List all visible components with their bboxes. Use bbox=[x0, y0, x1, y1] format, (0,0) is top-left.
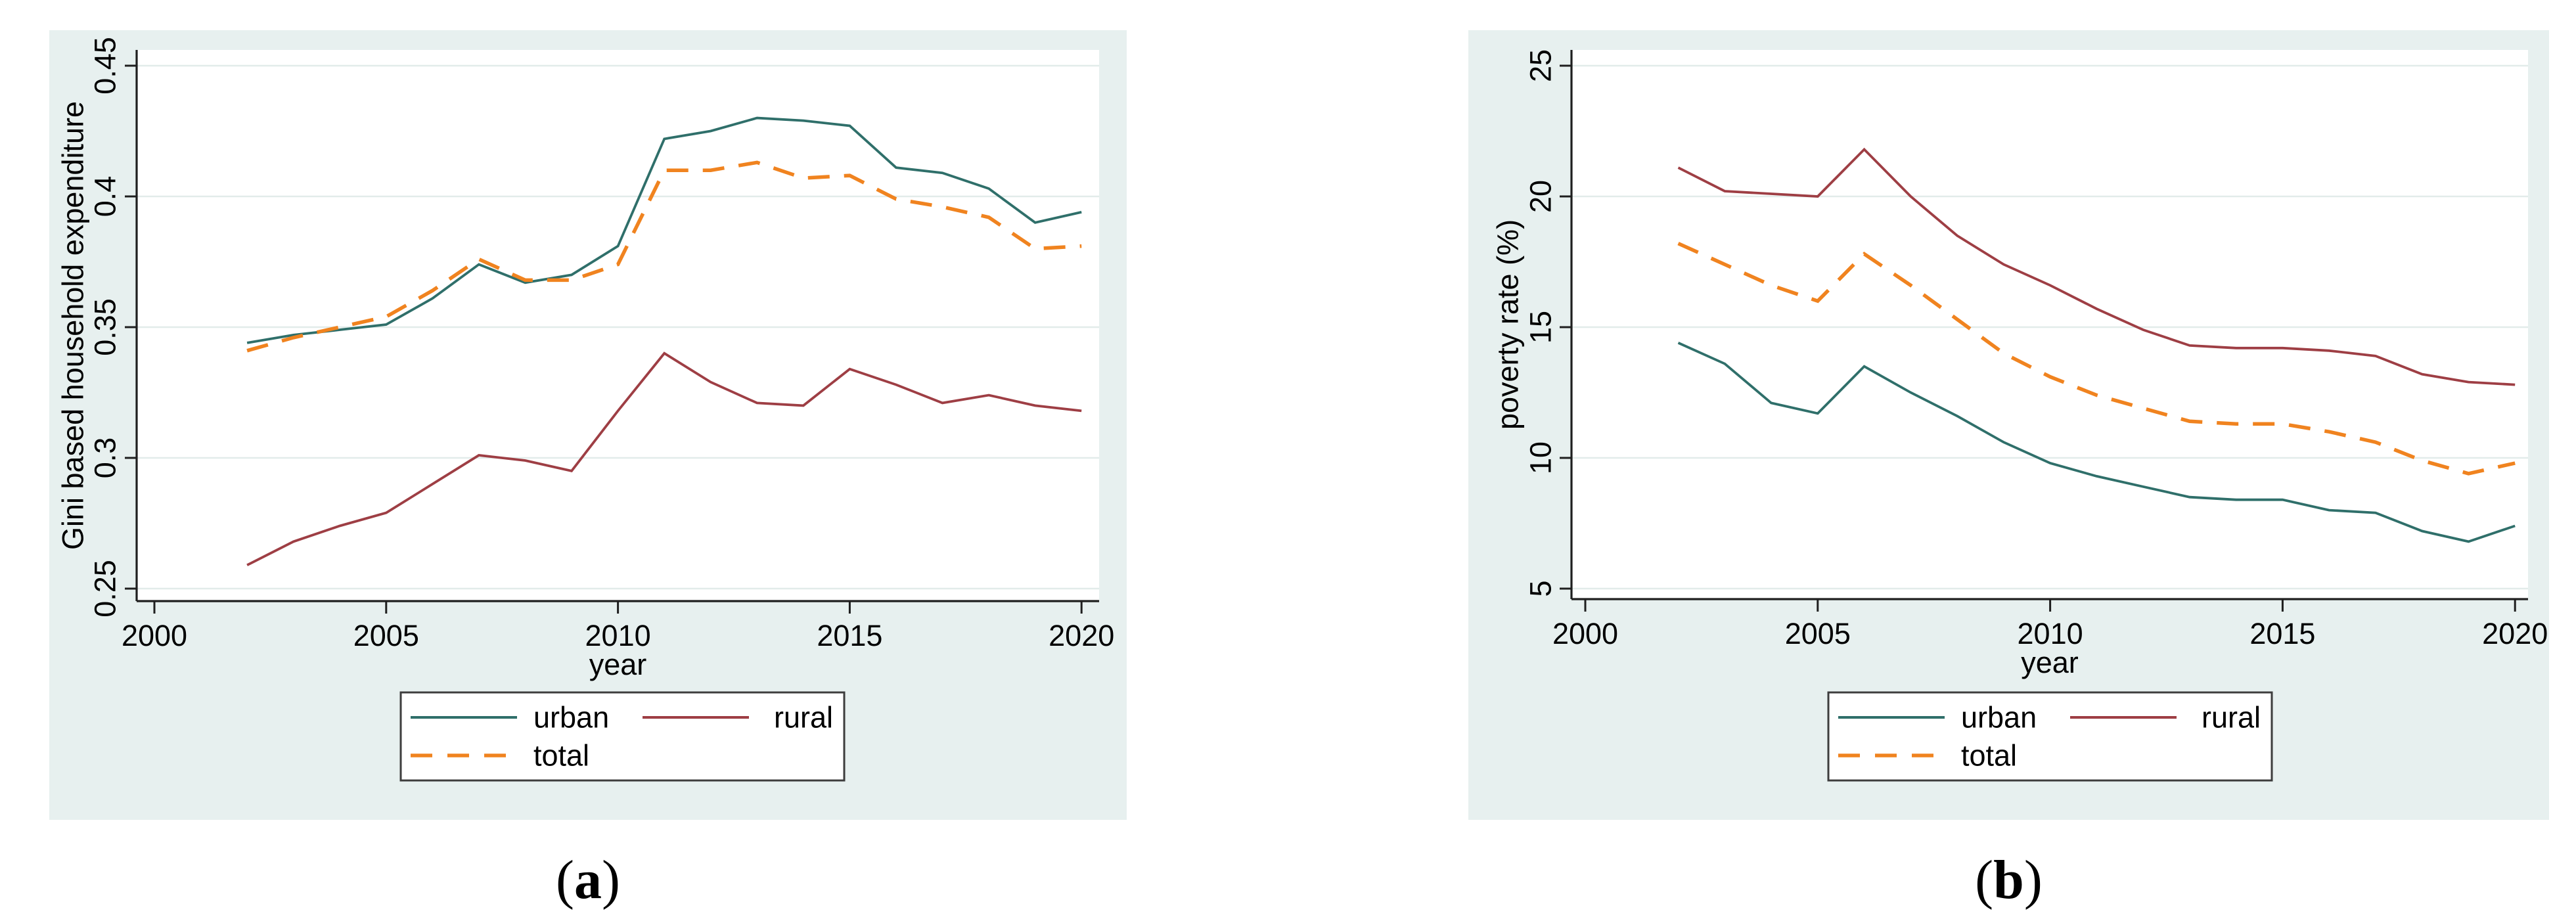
y-tick-label: 10 bbox=[1524, 441, 1558, 474]
urban-series-line bbox=[246, 116, 1082, 344]
x-tick-label: 2005 bbox=[1785, 617, 1851, 650]
y-tick-label: 0.4 bbox=[89, 176, 122, 217]
legend-box bbox=[399, 691, 846, 782]
x-axis-title: year bbox=[2021, 646, 2079, 679]
y-tick-label: 0.25 bbox=[89, 560, 122, 618]
caption-a-close: ) bbox=[602, 849, 620, 911]
rural-series-line bbox=[246, 351, 1082, 566]
legend-label-urban: urban bbox=[1961, 701, 2037, 734]
panel-b: 5 10 15 20 25 2000 2005 2010 2015 2020 poverty rat… bbox=[1468, 30, 2549, 820]
y-tick-label: 25 bbox=[1524, 49, 1558, 82]
caption-b: (b) bbox=[1468, 841, 2549, 920]
urban-series-line bbox=[1677, 342, 2516, 543]
legend-label-total: total bbox=[1961, 739, 2017, 773]
y-tick-label: 0.35 bbox=[89, 298, 122, 356]
y-axis-title: poverty rate (%) bbox=[1491, 219, 1525, 430]
x-axis-title: year bbox=[589, 648, 647, 681]
y-tick-label: 15 bbox=[1524, 311, 1558, 344]
caption-a-letter: a bbox=[574, 849, 602, 911]
x-tick-label: 2005 bbox=[353, 619, 419, 652]
x-tick-label: 2015 bbox=[2249, 617, 2315, 650]
x-tick-label: 2015 bbox=[817, 619, 882, 652]
x-tick-label: 2000 bbox=[1552, 617, 1618, 650]
y-tick-label: 0.3 bbox=[89, 438, 122, 479]
caption-a-open: ( bbox=[556, 849, 574, 911]
gini-chart: 0.25 0.3 0.35 0.4 0.45 2000 2005 2010 2015 2020 Gi… bbox=[56, 37, 1114, 782]
legend-label-total: total bbox=[533, 739, 589, 773]
legend-label-urban: urban bbox=[533, 701, 609, 734]
x-tick-label: 2020 bbox=[2482, 617, 2548, 650]
x-tick-label: 2020 bbox=[1049, 619, 1114, 652]
a-plot-area bbox=[137, 50, 1099, 601]
x-tick-label: 2010 bbox=[2018, 617, 2083, 650]
y-tick-label: 20 bbox=[1524, 180, 1558, 213]
y-tick-label: 0.45 bbox=[89, 37, 122, 95]
rural-series-line bbox=[1677, 147, 2516, 386]
caption-b-open: ( bbox=[1975, 849, 1994, 911]
poverty-chart: 5 10 15 20 25 2000 2005 2010 2015 2020 poverty rat… bbox=[1491, 49, 2548, 782]
caption-a: (a) bbox=[49, 841, 1127, 920]
x-tick-label: 2000 bbox=[122, 619, 187, 652]
caption-b-letter: b bbox=[1993, 849, 2024, 911]
legend-box bbox=[1827, 691, 2273, 782]
b-plot-area bbox=[1571, 50, 2528, 599]
x-tick-label: 2010 bbox=[585, 619, 651, 652]
panel-a: 0.25 0.3 0.35 0.4 0.45 2000 2005 2010 2015 2020 Gi… bbox=[49, 30, 1127, 820]
total-series-line bbox=[1677, 242, 2516, 476]
legend-label-rural: rural bbox=[2202, 701, 2261, 734]
y-axis-title: Gini based household expenditure bbox=[56, 101, 90, 550]
y-tick-label: 5 bbox=[1524, 580, 1558, 597]
caption-b-close: ) bbox=[2023, 849, 2043, 911]
legend-label-rural: rural bbox=[774, 701, 833, 734]
